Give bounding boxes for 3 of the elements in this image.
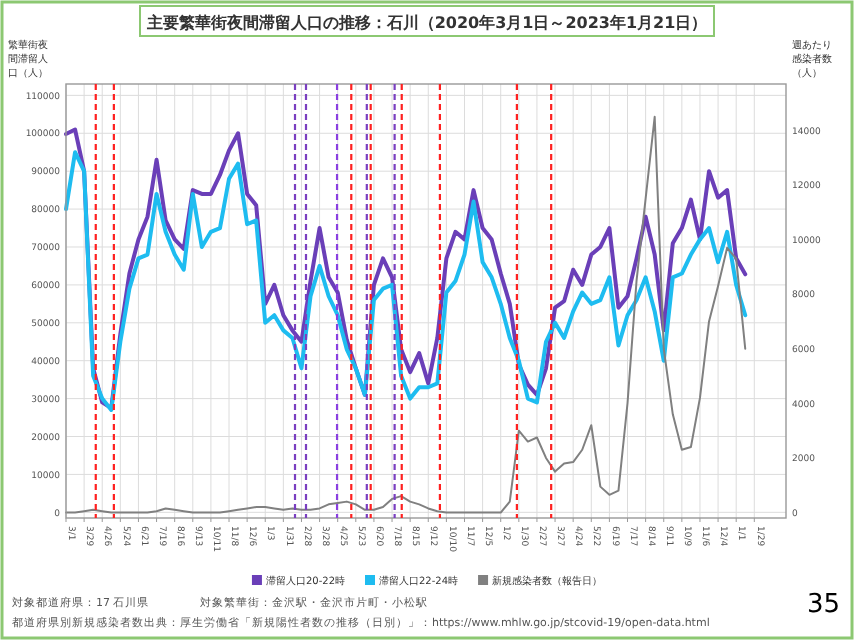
line-series [65, 115, 747, 514]
chart-title: 主要繁華街夜間滞留人口の推移：石川（2020年3月1日～2023年1月21日） [144, 11, 708, 32]
text: 35 [806, 590, 840, 620]
